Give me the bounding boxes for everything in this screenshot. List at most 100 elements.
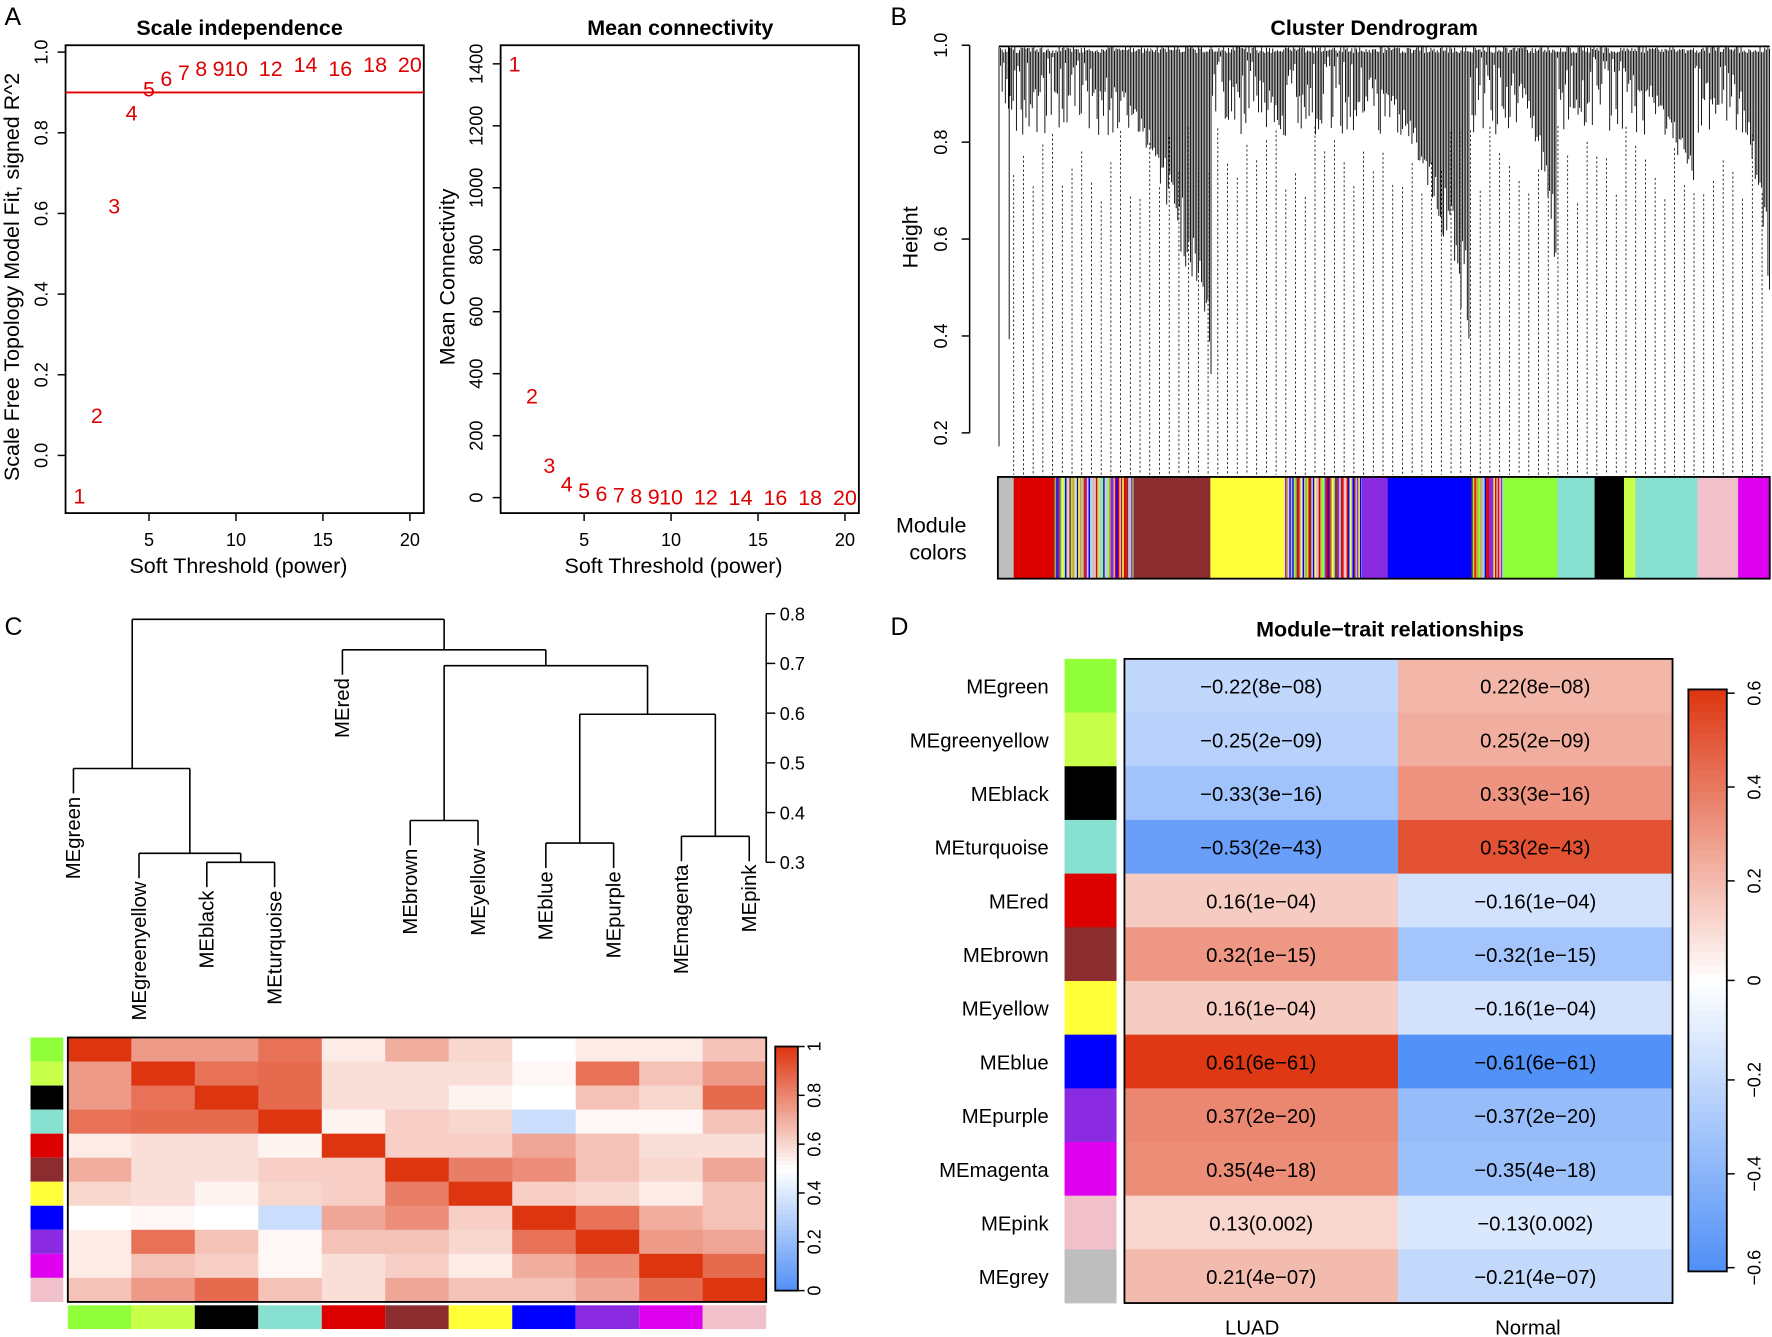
colorbar-segment [775,1119,798,1125]
y-tick-label: 0.4 [931,323,951,348]
data-point-label: 3 [543,454,555,478]
heatmap-cell [512,1229,577,1255]
y-tick-label: 0.7 [780,654,805,674]
colorbar-segment [775,1123,798,1129]
heatmap-cell [385,1253,450,1279]
heatmap-cell [639,1133,704,1159]
heatmap-cell [194,1061,259,1087]
cell-value: −0.32(1e−15) [1474,945,1596,967]
colorbar-tick-label: 0.6 [1745,681,1765,706]
colorbar-tick-label: −0.6 [1745,1250,1765,1286]
module-color-stripe [1073,476,1076,579]
module-color-stripe [1472,476,1475,579]
colorbar-segment [1688,849,1727,858]
heatmap-cell [639,1277,704,1303]
leaf-label-mepink: MEpink [739,864,761,933]
module-color-stripe [1079,476,1082,579]
column-module-color [575,1305,640,1330]
row-module-color [1064,1034,1117,1089]
eigengene-dendrogram-heatmap: 0.8 0.7 0.6 0.5 0.4 0.3 MEgreen MEgreenyellow ME… [30,604,824,1330]
colorbar-segment [775,1115,798,1121]
module-color-stripe [1126,476,1129,579]
colorbar-segment [775,1160,798,1166]
data-point-label: 16 [328,57,352,81]
colorbar-segment [775,1205,798,1210]
module-color-stripe [1298,476,1300,579]
colorbar-segment [775,1229,798,1235]
cluster-dendrogram: Cluster Dendrogram Height Module colors … [896,16,1771,580]
colorbar-segment [775,1209,798,1214]
module-color-stripe [1359,476,1362,579]
module-color-stripe [1095,476,1098,579]
module-color-stripe [1474,476,1476,579]
heatmap-cell [258,1157,323,1183]
module-color-stripe [1494,476,1497,579]
data-point-label: 4 [561,473,573,497]
colorbar-segment [1688,987,1727,996]
row-module-color [30,1109,64,1134]
cell-value: 0.37(2e−20) [1206,1106,1316,1128]
colorbar-segment [1688,878,1727,887]
heatmap-cell [639,1229,704,1255]
row-module-color [1064,712,1117,767]
heatmap-cell [448,1253,513,1279]
colorbar-segment [1688,689,1727,698]
module-color-stripe [1075,476,1077,579]
colorbar-segment [775,1152,798,1157]
colorbar-segment [775,1070,798,1076]
cell-value: −0.53(2e−43) [1200,838,1322,860]
heatmap-cell [258,1037,323,1062]
module-color-stripe [1490,476,1493,579]
colorbar-segment [1688,1249,1727,1258]
scale-independence-plot: Scale independence Soft Threshold (power… [0,16,425,578]
heatmap-cell [448,1109,513,1135]
mean-connectivity-plot: Mean connectivity Soft Threshold (power)… [435,16,860,578]
heatmap-cell [1397,712,1673,767]
colorbar-segment [775,1270,798,1275]
column-module-color [131,1305,195,1330]
heatmap-cell [131,1109,196,1135]
heatmap-cell [512,1277,577,1303]
colorbar-segment [1688,733,1727,741]
heatmap-cell [639,1109,704,1135]
module-color-stripe [1122,476,1124,579]
row-module-color [1064,766,1117,821]
row-label-meblue: MEblue [980,1052,1049,1074]
heatmap-cell [131,1253,196,1279]
data-point-label: 20 [398,53,422,77]
colorbar-segment [1688,842,1727,851]
y-tick-label: 800 [467,235,487,265]
row-module-color [30,1061,64,1086]
colorbar-segment [1688,1155,1727,1163]
heatmap-cell [512,1157,577,1183]
heatmap-cell [321,1037,386,1062]
heatmap-cell [321,1109,386,1135]
colorbar-segment [1688,1227,1727,1236]
heatmap-frame [66,1036,768,1303]
data-point-label: 6 [596,482,608,506]
module-color-stripe [1484,476,1487,579]
colorbar-segment [1688,1074,1727,1083]
y-tick-label: 0.2 [931,420,951,445]
leaf-label-mebrown: MEbrown [400,849,422,935]
heatmap-cell [1397,980,1673,1035]
colorbar-tick-label: 0.6 [804,1132,824,1157]
heatmap-cell [1124,712,1399,767]
column-module-color [639,1305,703,1330]
heatmap-cell [702,1085,767,1111]
chart-title: Scale independence [136,16,342,40]
heatmap-cell [702,1133,767,1159]
module-color-stripe [1292,476,1294,579]
column-label-luad: LUAD [1225,1318,1279,1337]
colorbar-segment [775,1197,798,1202]
module-color-stripe [1302,476,1305,579]
module-color-stripe [1309,476,1312,579]
data-point-label: 3 [108,194,120,218]
heatmap-cell [385,1277,450,1303]
module-trait-heatmap: Module−trait relationships MEgreen −0.22(… [910,617,1765,1337]
colorbar-segment [775,1282,798,1288]
heatmap-cell [67,1277,132,1303]
y-tick-label: 0 [467,493,487,503]
colorbar-segment [1688,980,1727,989]
colorbar-tick-label: 0.2 [804,1229,824,1254]
